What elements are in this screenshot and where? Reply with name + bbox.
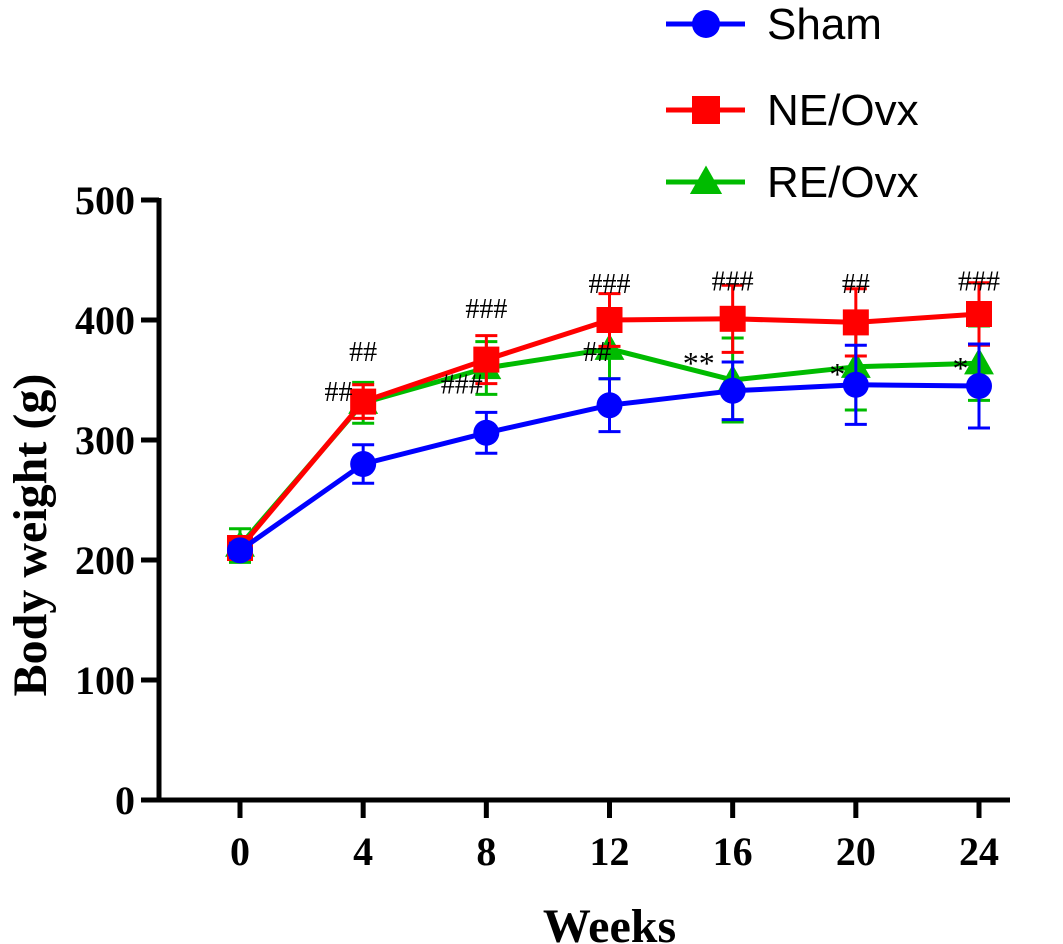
x-tick-label: 8 bbox=[476, 829, 496, 874]
annotations: ############### **###*##*### bbox=[325, 266, 1000, 407]
y-tick-label: 0 bbox=[115, 778, 135, 823]
series-sham bbox=[227, 342, 992, 564]
significance-label: * bbox=[829, 356, 845, 392]
x-tick-label: 12 bbox=[590, 829, 630, 874]
legend-label: Sham bbox=[767, 0, 882, 49]
data-point bbox=[596, 392, 623, 419]
legend-label: NE/Ovx bbox=[767, 86, 919, 135]
legend-item: NE/Ovx bbox=[666, 86, 919, 135]
significance-label: ## bbox=[325, 377, 353, 408]
x-tick-label: 4 bbox=[353, 829, 373, 874]
data-point bbox=[473, 346, 500, 373]
legend-marker bbox=[692, 10, 720, 38]
significance-label: ## bbox=[842, 269, 870, 300]
data-point bbox=[473, 419, 500, 446]
x-tick-label: 24 bbox=[959, 829, 999, 874]
significance-label: ** bbox=[683, 345, 715, 381]
significance-label: ### bbox=[589, 269, 631, 300]
data-point bbox=[719, 377, 746, 404]
legend-marker bbox=[689, 165, 723, 194]
data-point bbox=[350, 451, 377, 477]
significance-label: * bbox=[953, 350, 969, 386]
x-tick-label: 20 bbox=[836, 829, 876, 874]
y-tick-label: 400 bbox=[75, 298, 135, 343]
series-ne-ovx bbox=[227, 281, 992, 561]
y-tick-label: 100 bbox=[75, 658, 135, 703]
x-tick-label: 0 bbox=[230, 829, 250, 874]
significance-label: ## bbox=[349, 337, 377, 368]
legend-item: Sham bbox=[666, 0, 882, 49]
legend-marker bbox=[692, 96, 720, 124]
significance-label: ## bbox=[583, 337, 611, 368]
legend-label: RE/Ovx bbox=[767, 158, 919, 207]
data-point bbox=[596, 307, 623, 333]
data-point bbox=[842, 371, 869, 398]
y-axis-title: Body weight (g) bbox=[4, 374, 57, 697]
legend-item: RE/Ovx bbox=[666, 158, 919, 207]
y-tick-label: 200 bbox=[75, 538, 135, 583]
data-point bbox=[966, 373, 992, 399]
legend: Sham NE/Ovx RE/Ovx bbox=[666, 0, 919, 207]
significance-label: ### bbox=[958, 266, 1000, 297]
ticks: 0 100 200 300 400 500 0 4 8 12 16 20 24 bbox=[75, 178, 999, 874]
y-tick-label: 500 bbox=[75, 178, 135, 223]
data-point bbox=[227, 537, 253, 564]
significance-label: ### bbox=[465, 294, 507, 325]
y-tick-label: 300 bbox=[75, 418, 135, 463]
data-point bbox=[842, 309, 869, 336]
data-point bbox=[966, 301, 992, 327]
x-tick-label: 16 bbox=[713, 829, 753, 874]
data-point bbox=[350, 388, 377, 415]
x-axis-title: Weeks bbox=[543, 900, 676, 944]
data-point bbox=[719, 305, 746, 332]
significance-label: ### bbox=[441, 370, 483, 401]
series bbox=[225, 281, 994, 564]
significance-label: ### bbox=[712, 266, 754, 297]
axes bbox=[156, 198, 1010, 803]
